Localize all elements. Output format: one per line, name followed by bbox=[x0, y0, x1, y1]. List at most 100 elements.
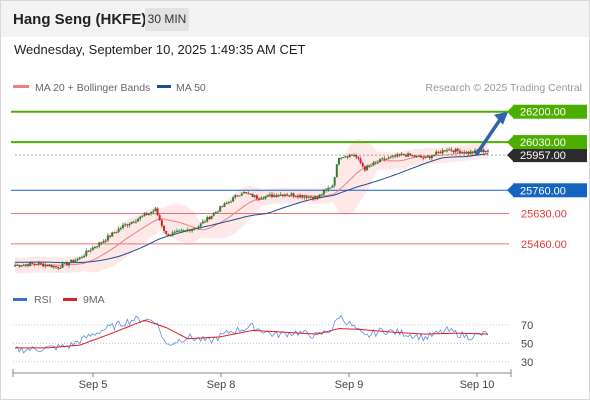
candle-body bbox=[119, 227, 122, 229]
candle-body bbox=[288, 195, 291, 197]
candle-body bbox=[307, 196, 310, 198]
candle-body bbox=[201, 221, 204, 224]
candle-body bbox=[331, 185, 334, 188]
candle-body bbox=[39, 262, 42, 264]
candle-body bbox=[182, 230, 185, 232]
level-label-26030.00: 26030.00 bbox=[520, 137, 566, 149]
candle-body bbox=[76, 258, 79, 261]
timeframe-button[interactable]: 30 MIN bbox=[145, 8, 189, 31]
candle-body bbox=[383, 158, 386, 160]
candle-body bbox=[325, 189, 328, 191]
candle-body bbox=[318, 194, 321, 198]
candle-body bbox=[63, 262, 66, 264]
candle-body bbox=[111, 232, 114, 237]
candle-body bbox=[275, 195, 278, 197]
candle-body bbox=[217, 211, 220, 213]
candle-body bbox=[52, 266, 55, 268]
candle-body bbox=[264, 196, 267, 199]
candle-body bbox=[359, 158, 362, 164]
candle-body bbox=[407, 153, 410, 157]
candle-body bbox=[430, 155, 433, 159]
candle-body bbox=[74, 260, 77, 263]
candle-body bbox=[167, 233, 170, 236]
candle-body bbox=[400, 153, 403, 156]
level-tag-pointer-25957.00 bbox=[507, 148, 514, 163]
candle-body bbox=[208, 217, 211, 220]
candle-body bbox=[141, 215, 144, 217]
candle-body bbox=[199, 223, 202, 227]
candle-body bbox=[286, 194, 289, 196]
candle-body bbox=[212, 213, 215, 216]
candle-body bbox=[163, 225, 166, 231]
candle-body bbox=[389, 156, 392, 158]
candle-body bbox=[337, 157, 340, 165]
candle-body bbox=[271, 194, 274, 197]
legend-label-ma20: MA 20 + Bollinger Bands bbox=[35, 82, 150, 94]
candle-body bbox=[130, 221, 133, 224]
candle-body bbox=[89, 250, 92, 252]
candle-body bbox=[487, 150, 489, 152]
candle-body bbox=[253, 195, 256, 197]
projection-arrow-head bbox=[494, 111, 508, 125]
level-tag-25957.00 bbox=[513, 148, 587, 163]
candle-body bbox=[363, 166, 366, 171]
header-bar: Hang Seng (HKFE) 30 MIN bbox=[1, 1, 589, 37]
candle-body bbox=[106, 235, 109, 241]
candle-body bbox=[415, 155, 418, 157]
candle-body bbox=[173, 231, 176, 233]
candle-body bbox=[171, 232, 174, 235]
candle-body bbox=[450, 149, 453, 151]
candle-body bbox=[409, 153, 412, 156]
candle-body bbox=[465, 151, 468, 154]
candle-body bbox=[65, 262, 68, 265]
candle-body bbox=[197, 226, 200, 228]
candle-body bbox=[35, 264, 38, 266]
candle-body bbox=[463, 152, 466, 154]
candle-body bbox=[152, 211, 155, 213]
candle-body bbox=[78, 257, 81, 259]
candle-body bbox=[20, 265, 23, 267]
candle-body bbox=[424, 156, 427, 159]
legend-label-ma50: MA 50 bbox=[176, 82, 206, 94]
candle-body bbox=[178, 230, 181, 232]
candle-body bbox=[238, 195, 241, 197]
rsi-level-label: 50 bbox=[521, 338, 533, 350]
candle-body bbox=[158, 215, 161, 221]
candle-body bbox=[309, 196, 312, 198]
candle-body bbox=[320, 194, 323, 196]
instrument-title: Hang Seng (HKFE) bbox=[13, 11, 147, 28]
level-label-25957.00: 25957.00 bbox=[520, 150, 566, 162]
candle-body bbox=[469, 151, 472, 154]
candle-body bbox=[160, 220, 163, 226]
candle-body bbox=[249, 193, 252, 195]
candle-body bbox=[93, 247, 96, 249]
rsi-level-label: 30 bbox=[521, 357, 533, 369]
candle-body bbox=[294, 196, 297, 198]
candle-body bbox=[396, 154, 399, 157]
candle-body bbox=[150, 212, 153, 214]
candle-body bbox=[312, 197, 315, 199]
candle-body bbox=[102, 241, 105, 243]
candle-body bbox=[186, 229, 189, 231]
candle-body bbox=[283, 194, 286, 196]
candle-body bbox=[303, 196, 306, 198]
legend-swatch-9ma bbox=[63, 298, 77, 301]
candle-body bbox=[242, 192, 245, 194]
candle-body bbox=[31, 262, 34, 264]
candle-body bbox=[437, 151, 440, 153]
candle-body bbox=[398, 154, 401, 156]
candle-body bbox=[245, 192, 248, 194]
candle-body bbox=[184, 230, 187, 232]
candle-body bbox=[80, 257, 83, 259]
candle-body bbox=[480, 149, 483, 152]
x-tick-label: Sep 9 bbox=[335, 379, 364, 391]
level-tag-pointer-26200.00 bbox=[507, 104, 514, 119]
candle-body bbox=[292, 193, 295, 197]
candle-body bbox=[85, 250, 88, 256]
candle-body bbox=[420, 155, 423, 158]
candle-body bbox=[70, 259, 73, 263]
bollinger-band bbox=[15, 138, 488, 274]
legend-label-rsi: RSI bbox=[34, 294, 52, 306]
